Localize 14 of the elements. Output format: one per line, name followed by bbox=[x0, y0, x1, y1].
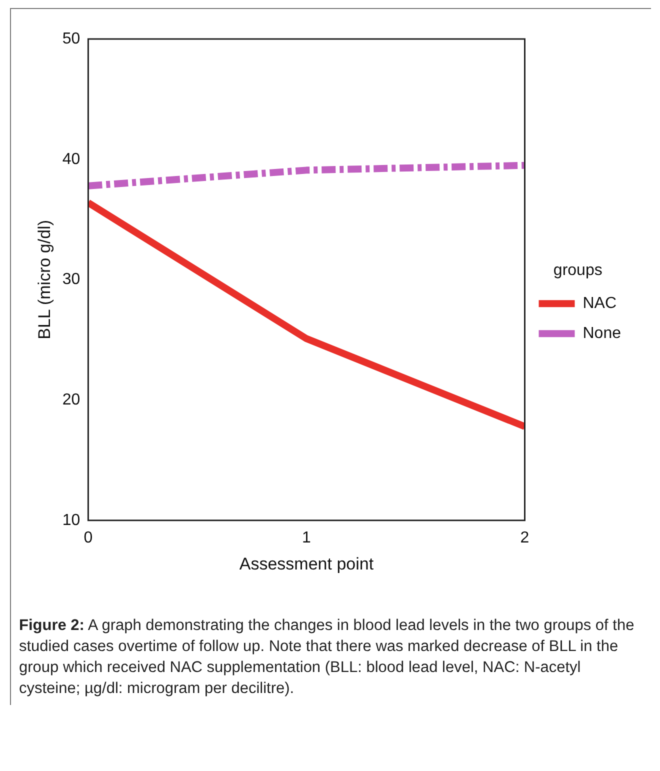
x-axis-title: Assessment point bbox=[239, 554, 374, 574]
y-tick-label: 30 bbox=[62, 271, 80, 288]
y-tick-label: 40 bbox=[62, 150, 80, 168]
caption: Figure 2: A graph demonstrating the changes in blood lead levels in the two groups of the studied cases overtime of follow up. Note that there was marked decrease of BLL in the group which received NAC supplementation (BLL: blood lead level, NAC: N-acetyl cysteine; µg/dl: microgram per decilitre). bbox=[19, 617, 634, 697]
x-tick-label: 1 bbox=[302, 529, 312, 546]
legend-label: None bbox=[582, 325, 622, 342]
y-axis-title: BLL (micro g/dl) bbox=[34, 220, 54, 340]
y-tick-label: 10 bbox=[62, 512, 80, 529]
y-tick-label: 20 bbox=[62, 391, 80, 408]
legend-label: NAC bbox=[582, 295, 617, 312]
x-tick-label: 2 bbox=[520, 529, 530, 546]
legend-title: groups bbox=[553, 262, 602, 279]
y-tick-label: 50 bbox=[62, 30, 80, 48]
x-tick-label: 0 bbox=[84, 529, 93, 546]
